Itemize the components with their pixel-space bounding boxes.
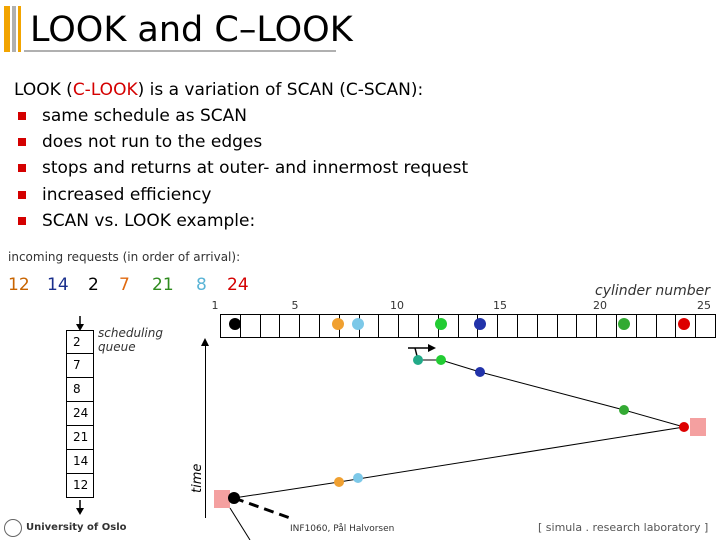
cylinder-tick: 1 [211,299,219,312]
cylinder-cell [538,315,558,337]
title-accent-bar-thin [18,6,21,52]
path-dot-2 [228,492,240,504]
request-dot-8 [352,318,364,330]
queue-item: 7 [66,354,94,378]
cylinder-number-label: cylinder number [595,283,710,299]
cylinder-cell [478,315,499,337]
square-bullet-icon [18,216,26,225]
queue-item: 14 [66,450,94,474]
intro-part2: ) is a variation of SCAN (C-SCAN): [137,80,424,100]
request-dot-24 [678,318,690,330]
cylinder-cell [676,315,697,337]
bullet-item: stops and returns at outer- and innermos… [14,157,468,183]
cylinder-cell [498,315,518,337]
cylinder-cell [379,315,400,337]
cylinder-tick: 15 [493,299,507,312]
cylinder-tick: 25 [697,299,711,312]
bullet-item: same schedule as SCAN [14,105,468,131]
title-accent-bar-grey [12,6,16,52]
cylinder-cell [597,315,617,337]
request-number: 2 [88,275,99,295]
scan-extension-path [233,496,291,520]
university-seal-icon [4,519,22,537]
lab-footer: [ simula . research laboratory ] [538,521,709,534]
square-bullet-icon [18,138,26,147]
look-head-path [233,359,685,499]
title-underline [24,50,336,52]
queue-item: 8 [66,378,94,402]
cylinder-cell [518,315,538,337]
path-dot-21 [619,405,629,415]
time-axis [205,340,206,518]
head-return-box [214,490,230,508]
queue-item: 21 [66,426,94,450]
bullet-item: SCAN vs. LOOK example: [14,210,468,236]
title-accent-bar [4,6,10,52]
request-number: 21 [152,275,174,295]
cylinder-cell [280,315,301,337]
path-dot-start [413,355,423,365]
queue-item: 24 [66,402,94,426]
request-number: 7 [119,275,130,295]
cylinder-cell [399,315,419,337]
cylinder-cell [439,315,459,337]
queue-item: 12 [66,474,94,498]
time-axis-arrowhead-icon [201,338,209,346]
queue-exit-arrowhead-icon [76,508,84,515]
path-dot-14 [475,367,485,377]
bullet-item: increased efficiency [14,184,468,210]
square-bullet-icon [18,112,26,120]
path-dot-7 [334,477,344,487]
request-number: 14 [47,275,69,295]
cylinder-tick: 5 [291,299,299,312]
cylinder-cell [637,315,657,337]
scheduling-queue-label: scheduling queue [98,326,163,354]
intro-highlight: C-LOOK [72,80,138,100]
cylinder-tick: 20 [593,299,607,312]
university-name: University of Oslo [26,522,127,533]
request-number: 12 [8,275,30,295]
request-dot-12 [435,318,447,330]
request-number: 24 [227,275,249,295]
head-return-line [229,507,251,540]
requests-label: incoming requests (in order of arrival): [8,250,241,264]
request-dot-14 [474,318,486,330]
cylinder-cell [300,315,320,337]
path-dot-8 [353,473,363,483]
cylinder-cell [261,315,281,337]
cylinder-cell [657,315,677,337]
queue-insert-arrowhead-icon [76,324,84,331]
intro-part1: LOOK ( [14,80,73,100]
scheduling-queue: 2 7 8 24 21 14 12 [66,330,94,498]
request-dot-2 [229,318,241,330]
request-dot-7 [332,318,344,330]
cylinder-cell [360,315,380,337]
bullet-list: same schedule as SCAN does not run to th… [14,105,468,236]
cylinder-cell [617,315,637,337]
direction-arrowhead-icon [428,344,436,352]
cylinder-tick: 10 [390,299,404,312]
head-start-box [690,418,706,436]
square-bullet-icon [18,190,26,199]
square-bullet-icon [18,164,26,173]
request-dot-21 [618,318,630,330]
path-dot-24 [679,422,689,432]
cylinder-cell [241,315,261,337]
intro-text: LOOK (C-LOOK) is a variation of SCAN (C-… [14,79,423,101]
cylinder-cell [577,315,598,337]
request-number: 8 [196,275,207,295]
course-footer: INF1060, Pål Halvorsen [290,524,395,534]
page-title: LOOK and C–LOOK [30,10,353,50]
cylinder-cell [558,315,578,337]
path-dot-12 [436,355,446,365]
bullet-item: does not run to the edges [14,131,468,157]
